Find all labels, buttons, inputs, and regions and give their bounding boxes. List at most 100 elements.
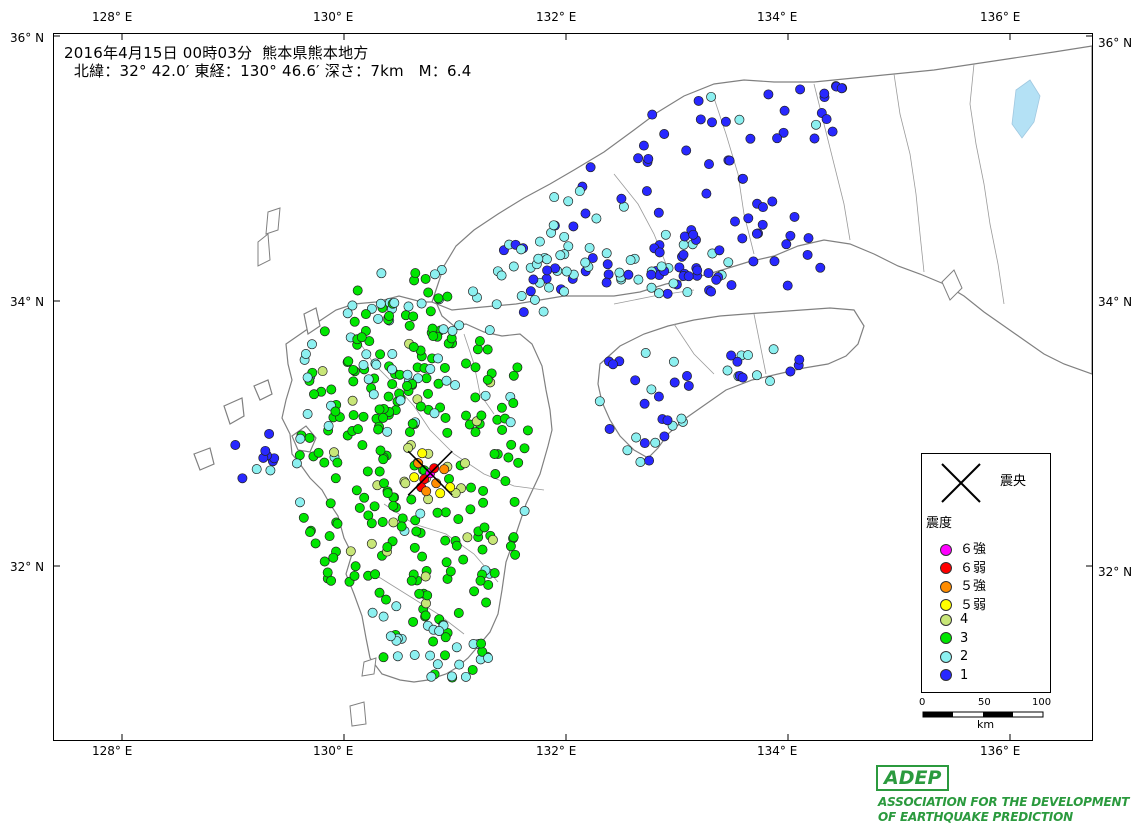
station-point [343, 356, 354, 367]
intensity-swatch [940, 669, 952, 681]
station-point [646, 269, 657, 280]
station-point [723, 257, 734, 268]
station-point [668, 356, 679, 367]
intensity-legend-item: ６弱 [940, 557, 986, 576]
lat-tick-left-32: 32° N [10, 560, 45, 574]
station-point [423, 388, 433, 399]
intensity-swatch [940, 632, 952, 644]
station-point [623, 269, 634, 280]
station-point [703, 268, 714, 279]
station-point [630, 375, 641, 386]
station-point [722, 365, 733, 376]
station-point [470, 392, 481, 403]
station-point [510, 549, 521, 560]
station-point [387, 379, 398, 390]
station-point [732, 356, 743, 367]
station-point [378, 652, 389, 663]
station-point [821, 114, 832, 125]
station-point [519, 443, 530, 454]
station-point [442, 291, 453, 302]
station-point [809, 133, 820, 144]
station-point [743, 350, 753, 361]
station-point [743, 213, 754, 224]
station-point [441, 375, 452, 386]
station-point [701, 188, 712, 199]
station-point [349, 316, 360, 327]
station-point [745, 133, 756, 144]
station-point [483, 653, 494, 663]
station-point [659, 129, 670, 139]
station-point [352, 285, 363, 296]
station-point [358, 360, 369, 370]
station-point [561, 266, 572, 277]
station-point [366, 538, 377, 549]
station-point [408, 342, 419, 352]
station-point [659, 431, 670, 442]
station-point [392, 651, 403, 662]
station-point [625, 255, 636, 266]
station-point [413, 373, 423, 384]
station-point [423, 494, 434, 505]
station-point [347, 300, 358, 311]
station-point [377, 517, 388, 527]
station-point [678, 249, 689, 260]
scale-tick-100: 100 [1032, 697, 1052, 708]
lon-tick-bottom-132: 132° E [536, 744, 577, 758]
intensity-label: ６弱 [960, 560, 987, 576]
station-point [237, 473, 248, 484]
station-point [417, 448, 428, 459]
station-point [415, 508, 426, 519]
station-point [375, 349, 386, 360]
station-point [389, 297, 400, 308]
station-point [580, 257, 591, 268]
station-point [714, 245, 725, 256]
station-point [421, 486, 432, 497]
station-point [646, 282, 657, 293]
station-point [674, 262, 685, 273]
station-point [454, 320, 465, 331]
station-point [349, 570, 360, 581]
station-point [525, 286, 536, 297]
lon-tick-top-132: 132° E [536, 10, 577, 24]
station-point [785, 230, 796, 241]
station-point [815, 262, 826, 273]
station-point [483, 579, 494, 590]
station-point [660, 229, 671, 240]
station-point [763, 89, 774, 100]
station-point [438, 324, 449, 335]
station-point [291, 458, 302, 469]
station-point [409, 542, 420, 553]
station-point [516, 291, 527, 301]
station-point [454, 659, 465, 670]
station-point [310, 538, 321, 549]
intensity-swatch [940, 599, 952, 611]
station-point [679, 231, 690, 242]
station-point [794, 354, 805, 365]
station-point [309, 389, 319, 400]
station-point [383, 391, 394, 402]
station-point [693, 95, 704, 106]
station-point [362, 466, 373, 477]
station-point [305, 527, 315, 538]
lat-tick-left-34: 34° N [10, 295, 45, 309]
station-point [409, 650, 420, 660]
station-point [298, 512, 309, 523]
station-point [382, 488, 393, 499]
station-point [420, 571, 431, 582]
station-point [429, 408, 440, 419]
station-point [678, 239, 689, 250]
station-point [681, 145, 692, 156]
adep-line1: ASSOCIATION FOR THE DEVELOPMENT [878, 795, 1130, 809]
station-point [711, 274, 722, 285]
station-point [439, 464, 450, 475]
station-point [692, 265, 703, 276]
epicenter-marker [407, 450, 453, 496]
grid-ticks [54, 34, 1092, 740]
kyushu-landmass [193, 295, 553, 683]
scale-unit: km [977, 718, 995, 731]
station-point [500, 476, 511, 487]
station-point [440, 632, 451, 643]
station-point [811, 119, 821, 130]
station-point [481, 597, 492, 608]
station-point [384, 311, 395, 321]
